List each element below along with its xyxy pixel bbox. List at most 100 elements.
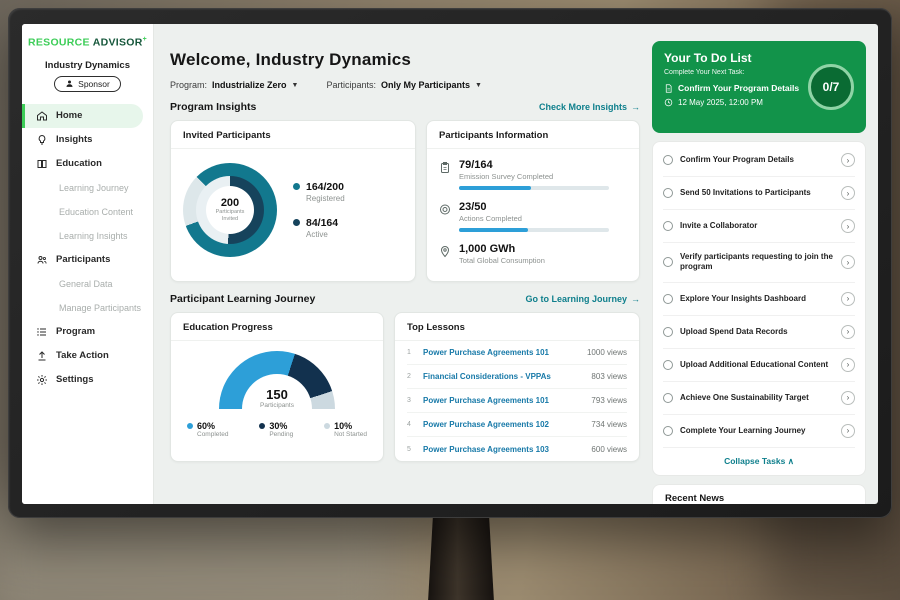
card-title: Education Progress: [171, 313, 383, 341]
lesson-link[interactable]: Power Purchase Agreements 103: [423, 444, 549, 454]
invited-participants-card: Invited Participants 200 Participants In…: [170, 120, 416, 282]
sidebar-item-insights[interactable]: Insights: [22, 128, 153, 152]
legend-label: Completed: [197, 431, 229, 438]
task-checkbox[interactable]: [663, 425, 673, 436]
sponsor-badge: Sponsor: [54, 75, 121, 92]
sidebar-item-settings[interactable]: Settings: [22, 368, 153, 392]
stat-row: 23/50 Actions Completed: [439, 201, 627, 232]
lesson-views: 600 views: [591, 444, 627, 454]
task-checkbox[interactable]: [663, 359, 673, 370]
task-row[interactable]: Upload Spend Data Records ›: [663, 316, 855, 349]
participants-filter[interactable]: Participants: Only My Participants ▼: [326, 80, 482, 90]
stat-value: 1,000 GWh: [459, 243, 516, 255]
lesson-link[interactable]: Financial Considerations - VPPAs: [423, 372, 551, 381]
sidebar-item-general-data[interactable]: General Data: [22, 272, 153, 296]
todo-progress-counter: 0/7: [808, 64, 854, 110]
task-open-button[interactable]: ›: [841, 357, 855, 372]
person-icon: [65, 79, 74, 88]
task-row[interactable]: Send 50 Invitations to Participants ›: [663, 177, 855, 210]
lesson-index: 5: [407, 445, 411, 453]
task-open-button[interactable]: ›: [841, 423, 855, 438]
task-checkbox[interactable]: [663, 326, 673, 337]
task-row[interactable]: Upload Additional Educational Content ›: [663, 349, 855, 382]
legend-label: Registered: [306, 194, 345, 203]
task-label: Achieve One Sustainability Target: [680, 392, 809, 402]
progress-fill: [459, 228, 528, 232]
legend-label: Active: [306, 230, 328, 239]
go-to-learning-journey-link[interactable]: Go to Learning Journey →: [525, 294, 640, 304]
chevron-right-icon: ›: [846, 294, 850, 304]
legend-dot: [187, 423, 193, 429]
participant-stats: 79/164 Emission Survey Completed 23/50 Acti…: [427, 149, 639, 275]
chevron-right-icon: ›: [846, 257, 850, 267]
sidebar-item-learning-insights[interactable]: Learning Insights: [22, 224, 153, 248]
task-checkbox[interactable]: [663, 392, 673, 403]
legend-value: 164/200: [306, 181, 344, 193]
task-row[interactable]: Verify participants requesting to join t…: [663, 243, 855, 283]
sidebar-item-program[interactable]: Program: [22, 320, 153, 344]
chevron-right-icon: ›: [846, 188, 850, 198]
task-open-button[interactable]: ›: [841, 291, 855, 306]
sidebar-item-home[interactable]: Home: [22, 103, 143, 128]
program-filter-value: Industrialize Zero: [212, 80, 287, 90]
task-row[interactable]: Confirm Your Program Details ›: [663, 144, 855, 177]
legend-item: 164/200 Registered: [293, 181, 345, 203]
lesson-index: 2: [407, 373, 411, 380]
legend-value: 60%: [197, 421, 216, 431]
task-open-button[interactable]: ›: [841, 255, 855, 270]
task-checkbox[interactable]: [663, 155, 673, 165]
lesson-views: 793 views: [591, 396, 627, 405]
task-open-button[interactable]: ›: [841, 390, 855, 405]
task-checkbox[interactable]: [663, 257, 673, 268]
task-row[interactable]: Complete Your Learning Journey ›: [663, 415, 855, 448]
task-row[interactable]: Achieve One Sustainability Target ›: [663, 382, 855, 415]
task-checkbox[interactable]: [663, 293, 673, 304]
sidebar-item-education-content[interactable]: Education Content: [22, 200, 153, 224]
task-label: Upload Additional Educational Content: [680, 359, 829, 369]
collapse-tasks-link[interactable]: Collapse Tasks ∧: [724, 455, 794, 466]
sidebar-item-participants[interactable]: Participants: [22, 248, 153, 272]
filters-row: Program: Industrialize Zero ▼ Participan…: [170, 80, 640, 90]
invited-participants-donut-chart: 200 Participants Invited: [183, 163, 277, 257]
bulb-icon: [36, 134, 48, 146]
stat-text: 23/50 Actions Completed: [459, 201, 627, 232]
gauge-legend-item: 30% Pending: [259, 421, 293, 438]
legend-text: 60% Completed: [197, 421, 228, 438]
lesson-link[interactable]: Power Purchase Agreements 101: [423, 348, 549, 357]
task-open-button[interactable]: ›: [841, 186, 855, 200]
sidebar-item-label: Education Content: [59, 206, 134, 217]
lesson-link[interactable]: Power Purchase Agreements 101: [423, 396, 549, 405]
donut-center: 200 Participants Invited: [206, 186, 254, 234]
program-filter[interactable]: Program: Industrialize Zero ▼: [170, 80, 298, 90]
arrow-right-icon: →: [631, 102, 640, 112]
learning-cards-row: Education Progress 150 Participants 60% C…: [170, 312, 640, 462]
task-open-button[interactable]: ›: [841, 153, 855, 167]
task-label: Upload Spend Data Records: [680, 326, 788, 336]
task-label: Explore Your Insights Dashboard: [680, 293, 806, 303]
lesson-link[interactable]: Power Purchase Agreements 102: [423, 420, 549, 429]
gear-icon: [36, 374, 48, 386]
stat-label: Actions Completed: [459, 214, 522, 223]
active-participants-ring: 200 Participants Invited: [196, 176, 264, 244]
check-more-insights-link[interactable]: Check More Insights →: [538, 102, 640, 112]
sidebar-item-learning-journey[interactable]: Learning Journey: [22, 176, 153, 200]
chevron-right-icon: ›: [846, 360, 850, 370]
sidebar-item-education[interactable]: Education: [22, 152, 153, 176]
task-label: Complete Your Learning Journey: [680, 425, 806, 435]
stat-value: 23/50: [459, 201, 487, 213]
chevron-up-icon: ∧: [787, 455, 794, 466]
progress-bar: [459, 186, 609, 190]
task-row[interactable]: Explore Your Insights Dashboard ›: [663, 283, 855, 316]
sidebar-item-label: Settings: [56, 374, 94, 385]
legend-dot: [324, 423, 331, 429]
task-row[interactable]: Invite a Collaborator ›: [663, 210, 855, 243]
sidebar-item-manage-participants[interactable]: Manage Participants: [22, 296, 153, 320]
task-checkbox[interactable]: [663, 221, 673, 231]
sidebar-item-take-action[interactable]: Take Action: [22, 344, 153, 368]
task-list-card: Confirm Your Program Details › Send 50 Inv…: [652, 141, 866, 476]
legend-item: 84/164 Active: [293, 217, 345, 239]
task-checkbox[interactable]: [663, 188, 673, 198]
task-open-button[interactable]: ›: [841, 324, 855, 339]
learning-journey-title: Participant Learning Journey: [170, 293, 316, 305]
task-open-button[interactable]: ›: [841, 219, 855, 233]
